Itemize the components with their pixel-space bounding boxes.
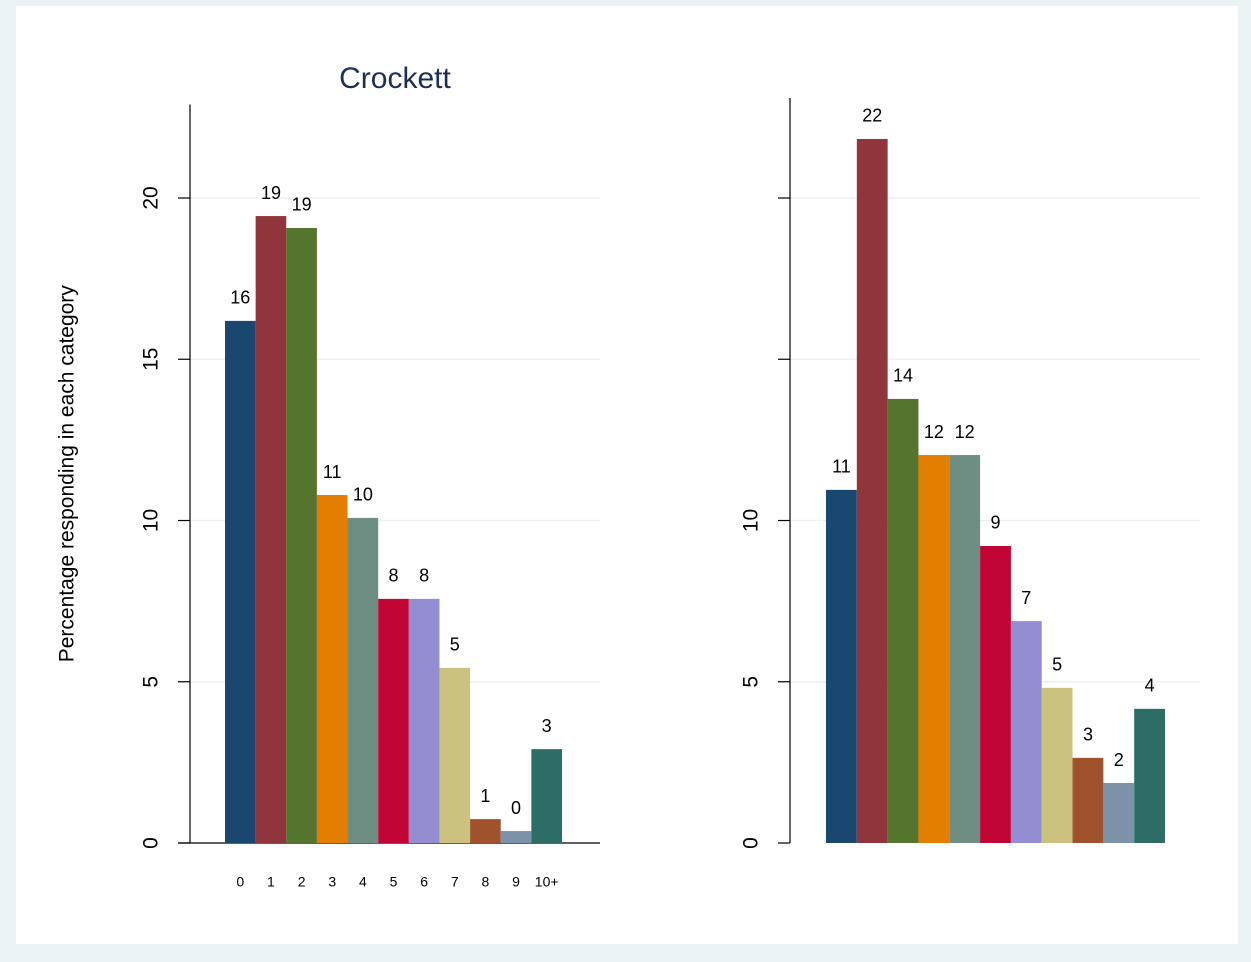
value-label: 2 <box>1114 750 1124 770</box>
bar <box>1041 687 1073 843</box>
x-tick-label: 10+ <box>535 874 559 890</box>
bar <box>826 489 857 843</box>
x-tick-label: 0 <box>236 874 244 890</box>
bar <box>949 455 981 843</box>
bar <box>980 545 1011 843</box>
value-label: 11 <box>323 462 342 482</box>
chart-title: Crockett <box>339 62 451 95</box>
x-tick-label: 6 <box>420 874 428 890</box>
y-axis-label: Percentage responding in each category <box>56 285 79 663</box>
value-label: 3 <box>1083 725 1093 745</box>
bar <box>1134 708 1165 843</box>
bar <box>856 138 888 844</box>
bar <box>500 831 532 843</box>
value-label: 0 <box>511 798 521 818</box>
y-tick-label: 0 <box>740 837 763 849</box>
bar <box>1010 621 1042 843</box>
y-tick-label: 15 <box>140 348 163 371</box>
bar <box>286 227 317 843</box>
y-tick-label: 5 <box>140 676 163 688</box>
value-label: 12 <box>924 422 944 442</box>
bar <box>470 819 501 843</box>
x-tick-label: 5 <box>390 874 398 890</box>
value-label: 22 <box>862 106 882 126</box>
x-tick-label: 3 <box>328 874 336 890</box>
bar <box>887 398 919 843</box>
value-label: 8 <box>419 566 429 586</box>
bar <box>531 749 562 843</box>
x-tick-label: 9 <box>512 874 520 890</box>
x-tick-label: 8 <box>482 874 490 890</box>
bar <box>408 598 440 843</box>
x-tick-label: 4 <box>359 874 367 890</box>
bar <box>1072 757 1104 843</box>
y-tick-label: 10 <box>740 509 763 532</box>
value-label: 11 <box>832 457 851 477</box>
y-tick-label: 20 <box>140 186 163 209</box>
value-label: 4 <box>1145 676 1155 696</box>
bar <box>225 320 256 843</box>
value-label: 10 <box>353 485 373 505</box>
value-label: 3 <box>542 716 552 736</box>
x-tick-label: 1 <box>267 874 275 890</box>
bar <box>1103 783 1135 843</box>
x-tick-label: 2 <box>298 874 306 890</box>
y-tick-label: 5 <box>740 676 763 688</box>
value-label: 1 <box>480 786 490 806</box>
bar <box>378 598 409 843</box>
value-label: 19 <box>261 183 281 203</box>
value-label: 9 <box>990 513 1000 533</box>
bar <box>439 667 471 843</box>
x-tick-label: 7 <box>451 874 459 890</box>
bar <box>918 455 950 843</box>
value-label: 12 <box>955 422 975 442</box>
value-label: 5 <box>450 635 460 655</box>
value-label: 5 <box>1052 655 1062 675</box>
y-tick-label: 0 <box>140 837 163 849</box>
value-label: 16 <box>230 288 250 308</box>
bar <box>347 517 379 843</box>
value-label: 7 <box>1021 588 1031 608</box>
bar <box>255 216 287 843</box>
value-label: 14 <box>893 366 913 386</box>
y-tick-label: 10 <box>140 509 163 532</box>
bar <box>316 495 348 843</box>
value-label: 19 <box>292 195 312 215</box>
value-label: 8 <box>388 566 398 586</box>
